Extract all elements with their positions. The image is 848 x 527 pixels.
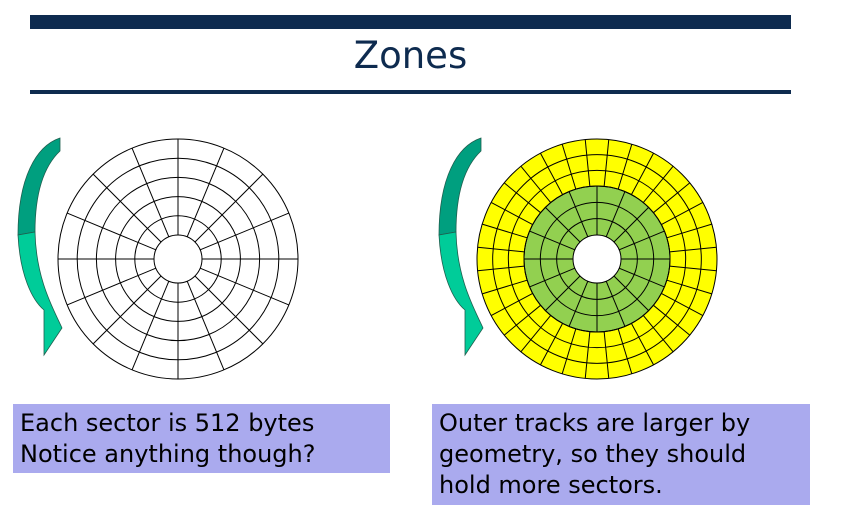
disk-uniform-sectors — [57, 138, 299, 380]
sector-divider-left-10 — [92, 275, 162, 345]
sector-divider-outer-2 — [630, 152, 655, 195]
sector-divider-left-7 — [186, 280, 225, 371]
sector-divider-left-2 — [194, 173, 264, 243]
track-boundary-outer-3 — [476, 138, 718, 380]
rotation-arrow-right-bottom — [438, 231, 484, 357]
sector-divider-outer-13 — [630, 323, 655, 366]
sector-divider-left-5 — [199, 267, 290, 306]
title-top-rule — [30, 15, 791, 29]
sector-divider-outer-21 — [490, 292, 533, 317]
sector-divider-outer-22 — [482, 279, 528, 295]
sector-divider-inner-11 — [529, 267, 576, 288]
sector-divider-outer-3 — [642, 165, 674, 203]
sector-divider-inner-10 — [545, 275, 581, 311]
sector-divider-inner-7 — [605, 280, 626, 327]
right-caption-line-1: Outer tracks are larger by — [439, 409, 751, 437]
sector-divider-left-6 — [194, 275, 264, 345]
title-bottom-rule — [30, 90, 791, 94]
sector-divider-inner-2 — [613, 207, 649, 243]
sector-divider-inner-6 — [613, 275, 649, 311]
rotation-arrow-right-top — [438, 137, 482, 236]
sector-divider-outer-16 — [584, 331, 591, 379]
sector-divider-outer-26 — [490, 201, 533, 226]
sector-divider-outer-24 — [477, 246, 525, 253]
sector-divider-inner-1 — [605, 191, 626, 238]
sector-divider-outer-25 — [482, 223, 528, 239]
sector-divider-outer-28 — [520, 165, 552, 203]
rotation-arrow-left-bottom — [17, 231, 63, 357]
left-caption-line-2: Notice anything though? — [20, 440, 316, 468]
slide-title: Zones — [353, 34, 468, 77]
sector-divider-outer-29 — [539, 152, 564, 195]
sector-divider-outer-14 — [617, 328, 633, 374]
sector-divider-left-9 — [131, 280, 170, 371]
sector-divider-outer-18 — [539, 323, 564, 366]
right-caption-line-3: hold more sectors. — [439, 471, 663, 499]
track-boundary-left-0 — [153, 234, 203, 284]
sector-divider-inner-3 — [618, 230, 665, 251]
sector-divider-left-11 — [66, 267, 157, 306]
sector-divider-outer-7 — [669, 246, 717, 253]
sector-divider-outer-6 — [666, 223, 712, 239]
track-boundary-outer-2 — [492, 154, 702, 364]
sector-divider-outer-11 — [653, 304, 691, 336]
rotation-arrow-left-icon — [17, 137, 63, 357]
sector-divider-outer-12 — [642, 315, 674, 353]
sector-divider-outer-9 — [666, 279, 712, 295]
sector-divider-inner-15 — [568, 191, 589, 238]
sector-divider-outer-20 — [503, 304, 541, 336]
sector-divider-outer-30 — [561, 144, 577, 190]
sector-divider-outer-19 — [520, 315, 552, 353]
sector-divider-left-14 — [92, 173, 162, 243]
sector-divider-outer-23 — [477, 265, 525, 272]
sector-divider-left-15 — [131, 147, 170, 238]
sector-divider-outer-8 — [669, 265, 717, 272]
sector-divider-outer-5 — [661, 201, 704, 226]
rotation-arrow-left-top — [17, 137, 61, 236]
sector-divider-left-3 — [199, 212, 290, 251]
right-caption-box: Outer tracks are larger by geometry, so … — [432, 404, 810, 505]
disk-zoned-sectors — [476, 138, 718, 380]
rotation-arrow-right-icon — [438, 137, 484, 357]
sector-divider-outer-31 — [584, 139, 591, 187]
sector-divider-outer-4 — [653, 182, 691, 214]
sector-divider-inner-13 — [529, 230, 576, 251]
sector-divider-left-1 — [186, 147, 225, 238]
sector-divider-inner-9 — [568, 280, 589, 327]
sector-divider-inner-5 — [618, 267, 665, 288]
sector-divider-outer-17 — [561, 328, 577, 374]
sector-divider-inner-14 — [545, 207, 581, 243]
track-boundary-outer-1 — [507, 169, 687, 349]
left-caption-box: Each sector is 512 bytes Notice anything… — [13, 404, 390, 473]
outer-zone — [477, 139, 717, 379]
sector-divider-outer-15 — [603, 331, 610, 379]
sector-divider-outer-27 — [503, 182, 541, 214]
right-caption-line-2: geometry, so they should — [439, 440, 747, 468]
track-boundary-inner-0 — [572, 234, 622, 284]
sector-divider-outer-1 — [617, 144, 633, 190]
left-caption-line-1: Each sector is 512 bytes — [20, 409, 315, 437]
sector-divider-outer-10 — [661, 292, 704, 317]
sector-divider-outer-0 — [603, 139, 610, 187]
sector-divider-left-13 — [66, 212, 157, 251]
